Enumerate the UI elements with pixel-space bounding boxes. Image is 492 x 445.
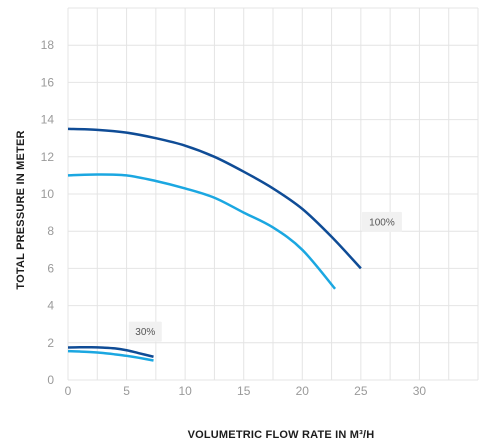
x-tick-label: 20 — [296, 384, 310, 398]
y-tick-label: 0 — [47, 373, 54, 387]
y-tick-label: 16 — [41, 75, 55, 89]
x-tick-labels: 0 5 10 15 20 25 30 — [65, 384, 427, 398]
x-tick-label: 15 — [237, 384, 251, 398]
y-tick-labels: 0 2 4 6 8 10 12 14 16 18 — [41, 38, 55, 387]
x-tick-label: 25 — [354, 384, 368, 398]
y-tick-label: 6 — [47, 261, 54, 275]
series-line-3 — [67, 345, 154, 358]
series-line-4 — [67, 349, 154, 362]
grid-layer — [67, 7, 479, 381]
curve-label-box — [361, 211, 402, 232]
x-axis-title: VOLUMETRIC FLOW RATE IN M³/H — [188, 429, 375, 441]
x-tick-label: 0 — [65, 384, 72, 398]
series-line-2 — [67, 173, 337, 290]
series-line-1 — [67, 127, 362, 270]
curve-label: 30% — [128, 321, 162, 342]
y-tick-label: 12 — [41, 150, 55, 164]
curve-label: 100% — [361, 211, 402, 232]
series-layer — [67, 127, 362, 362]
annotation-layer: 100% 30% — [128, 211, 402, 342]
curve-label-box — [128, 321, 162, 342]
x-tick-label: 5 — [123, 384, 130, 398]
y-tick-label: 2 — [47, 336, 54, 350]
x-tick-label: 30 — [413, 384, 427, 398]
y-axis-title: TOTAL PRESSURE IN METER — [15, 130, 27, 289]
x-tick-label: 10 — [178, 384, 192, 398]
curve-label-text: 100% — [369, 217, 395, 228]
y-tick-label: 4 — [47, 299, 54, 313]
y-tick-label: 10 — [41, 187, 55, 201]
y-tick-label: 8 — [47, 224, 54, 238]
y-tick-label: 18 — [41, 38, 55, 52]
y-tick-label: 14 — [41, 113, 55, 127]
curve-label-text: 30% — [135, 327, 155, 338]
